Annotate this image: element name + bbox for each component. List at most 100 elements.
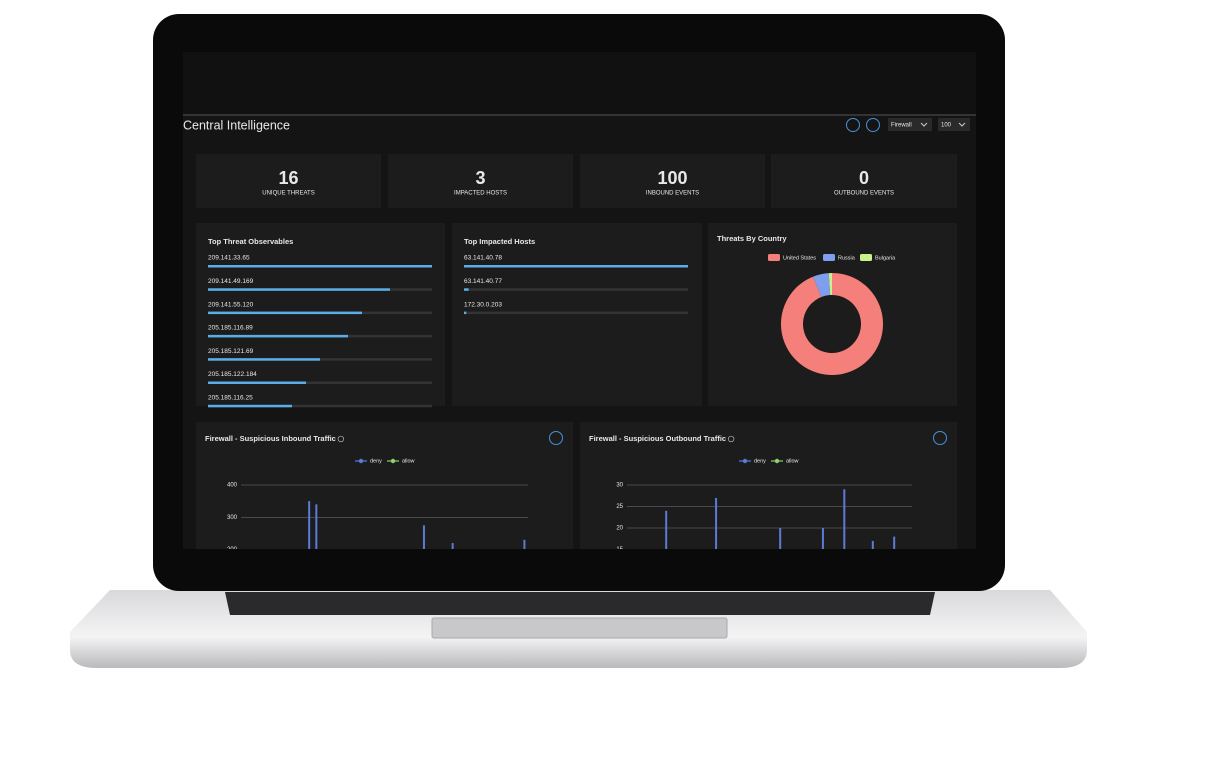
kpi-card xyxy=(771,154,957,208)
chevron xyxy=(958,122,966,127)
info-icon xyxy=(727,435,735,443)
kpi-label: IMPACTED HOSTS xyxy=(454,191,507,197)
list-item-label: 209.141.55.120 xyxy=(208,301,254,308)
kpi-value: 0 xyxy=(859,168,869,188)
kpi-card xyxy=(580,154,765,208)
pie-slice xyxy=(828,273,832,296)
bar xyxy=(464,265,688,268)
y-tick-label: 15 xyxy=(616,547,623,553)
keyboard xyxy=(225,592,935,615)
panel xyxy=(196,223,445,406)
legend-label: deny xyxy=(754,458,766,464)
legend-label: deny xyxy=(370,458,382,464)
bar xyxy=(208,358,320,361)
source-dropdown-text: Firewall xyxy=(891,123,912,129)
legend-marker xyxy=(390,458,396,464)
menu-button[interactable] xyxy=(933,431,947,445)
page-title: Central Intelligence xyxy=(183,118,290,132)
legend-label: United States xyxy=(783,255,816,261)
kpi-card xyxy=(196,154,381,208)
bar xyxy=(208,334,348,338)
bar-track xyxy=(464,288,688,291)
kpi-value: 3 xyxy=(475,168,485,188)
chevron xyxy=(920,122,928,127)
y-tick-label: 30 xyxy=(616,483,623,489)
y-tick-label: 400 xyxy=(227,483,238,489)
top-band xyxy=(183,52,976,115)
y-tick-label: 200 xyxy=(227,547,238,553)
bar xyxy=(715,497,718,549)
bar-track xyxy=(464,311,688,315)
legend-label: Russia xyxy=(838,255,856,261)
bar xyxy=(843,489,846,549)
bar xyxy=(871,540,874,549)
y-tick-label: 20 xyxy=(616,526,623,532)
bar xyxy=(779,528,782,549)
chart-title: Firewall - Suspicious Outbound Traffic xyxy=(589,434,726,443)
legend-swatch xyxy=(860,254,872,261)
pie-slice xyxy=(813,273,831,298)
bar xyxy=(451,543,454,549)
kpi-label: INBOUND EVENTS xyxy=(646,191,699,197)
limit-dropdown-text: 100 xyxy=(941,123,952,129)
list-item-label: 205.185.121.69 xyxy=(208,348,254,355)
bar xyxy=(208,265,432,268)
bar xyxy=(821,528,824,549)
email-button[interactable] xyxy=(866,118,880,132)
list-title: Top Impacted Hosts xyxy=(464,237,535,246)
bar xyxy=(665,510,668,549)
export-button[interactable] xyxy=(846,118,860,132)
list-item-label: 205.185.122.184 xyxy=(208,371,257,378)
kpi-label: OUTBOUND EVENTS xyxy=(834,191,894,197)
kpi-label: UNIQUE THREATS xyxy=(262,191,314,197)
legend-swatch xyxy=(768,254,780,261)
chart-title: Firewall - Suspicious Inbound Traffic xyxy=(205,434,336,443)
legend-label: Bulgaria xyxy=(875,255,896,261)
source-dropdown[interactable] xyxy=(888,118,932,131)
trackpad xyxy=(431,617,728,639)
legend-label: allow xyxy=(402,458,415,464)
bar xyxy=(308,501,311,549)
panel xyxy=(452,223,702,406)
legend-marker xyxy=(358,458,364,464)
bar xyxy=(422,525,425,549)
y-tick-label: 300 xyxy=(227,515,238,521)
menu-button[interactable] xyxy=(549,431,563,445)
screen: Central Intelligence Firewall 100 16 UNIQ… xyxy=(183,52,976,553)
bar xyxy=(208,288,390,291)
list-item-label: 205.185.116.25 xyxy=(208,395,253,402)
bar xyxy=(208,381,306,384)
bar xyxy=(464,288,469,291)
legend-marker xyxy=(742,458,748,464)
bar-track xyxy=(208,404,432,408)
list-item-label: 63.141.40.78 xyxy=(464,255,502,262)
bar xyxy=(208,311,362,315)
bar xyxy=(523,539,526,549)
bar-track xyxy=(208,381,432,384)
list-title: Top Threat Observables xyxy=(208,237,293,246)
bar xyxy=(315,504,318,549)
bar xyxy=(208,404,292,408)
pie-slice xyxy=(780,273,883,376)
bar xyxy=(893,536,896,549)
panel xyxy=(580,422,957,549)
legend-swatch xyxy=(823,254,835,261)
chart-title: Threats By Country xyxy=(717,234,787,243)
bar xyxy=(464,311,467,315)
kpi-value: 100 xyxy=(657,168,687,188)
list-item-label: 209.141.33.65 xyxy=(208,255,250,262)
kpi-value: 16 xyxy=(278,168,298,188)
list-item-label: 205.185.116.89 xyxy=(208,325,253,332)
info-icon xyxy=(337,435,345,443)
list-item-label: 172.30.0.203 xyxy=(464,301,502,308)
panel xyxy=(196,422,573,549)
y-tick-label: 25 xyxy=(616,504,623,510)
kpi-card xyxy=(388,154,573,208)
list-item-label: 209.141.49.169 xyxy=(208,278,254,285)
legend-label: allow xyxy=(786,458,799,464)
limit-dropdown[interactable] xyxy=(938,118,970,131)
list-item-label: 63.141.40.77 xyxy=(464,278,502,285)
legend-marker xyxy=(774,458,780,464)
panel xyxy=(708,223,957,406)
